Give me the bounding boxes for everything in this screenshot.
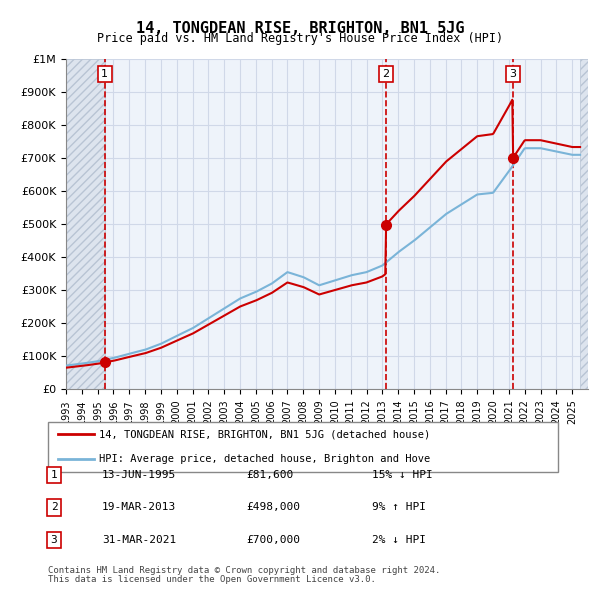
Text: Contains HM Land Registry data © Crown copyright and database right 2024.: Contains HM Land Registry data © Crown c…	[48, 566, 440, 575]
Bar	[66, 59, 105, 389]
Text: Price paid vs. HM Land Registry's House Price Index (HPI): Price paid vs. HM Land Registry's House …	[97, 32, 503, 45]
Text: £498,000: £498,000	[246, 503, 300, 512]
Text: This data is licensed under the Open Government Licence v3.0.: This data is licensed under the Open Gov…	[48, 575, 376, 584]
Text: 31-MAR-2021: 31-MAR-2021	[102, 535, 176, 545]
Text: HPI: Average price, detached house, Brighton and Hove: HPI: Average price, detached house, Brig…	[99, 454, 430, 464]
Text: 2: 2	[50, 503, 58, 512]
Text: 1: 1	[101, 69, 108, 79]
Text: 2% ↓ HPI: 2% ↓ HPI	[372, 535, 426, 545]
Text: 13-JUN-1995: 13-JUN-1995	[102, 470, 176, 480]
Text: 2: 2	[382, 69, 389, 79]
Text: 3: 3	[50, 535, 58, 545]
Text: £700,000: £700,000	[246, 535, 300, 545]
Text: 3: 3	[509, 69, 517, 79]
Text: 15% ↓ HPI: 15% ↓ HPI	[372, 470, 433, 480]
Text: 1: 1	[50, 470, 58, 480]
Text: 19-MAR-2013: 19-MAR-2013	[102, 503, 176, 512]
Text: 14, TONGDEAN RISE, BRIGHTON, BN1 5JG: 14, TONGDEAN RISE, BRIGHTON, BN1 5JG	[136, 21, 464, 35]
Text: £81,600: £81,600	[246, 470, 293, 480]
Text: 9% ↑ HPI: 9% ↑ HPI	[372, 503, 426, 512]
Text: 14, TONGDEAN RISE, BRIGHTON, BN1 5JG (detached house): 14, TONGDEAN RISE, BRIGHTON, BN1 5JG (de…	[99, 430, 430, 440]
FancyBboxPatch shape	[48, 422, 558, 472]
